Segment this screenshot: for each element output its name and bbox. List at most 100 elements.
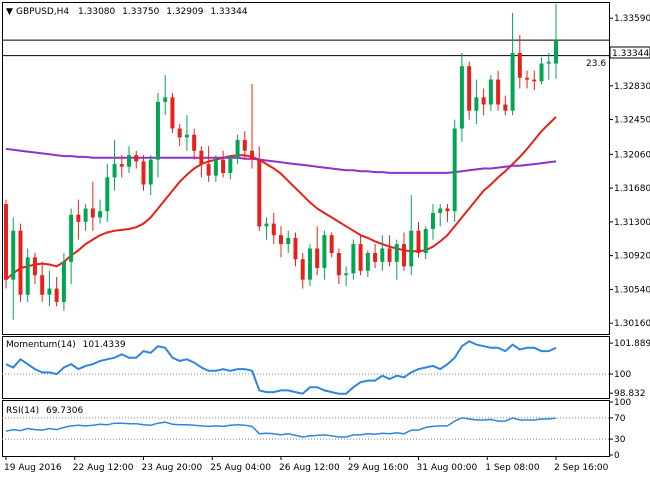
candle-body — [365, 252, 370, 271]
candle-body — [119, 164, 124, 167]
candle-body — [228, 157, 233, 173]
candle-body — [496, 79, 501, 105]
x-tick-label: 26 Aug 12:00 — [279, 463, 340, 473]
axis-layer: 1.335901.332101.328301.324501.320601.316… — [4, 14, 650, 473]
main-header-arrow-icon: ▼ — [6, 7, 13, 17]
momentum-header-name: Momentum(14) — [6, 340, 76, 350]
candle-body — [54, 288, 59, 302]
rsi-header: RSI(14) 69.7306 — [6, 406, 83, 416]
momentum-y-tick-label: 100 — [614, 370, 631, 380]
candle-body — [221, 159, 226, 173]
main-y-tick-label: 1.31680 — [614, 184, 650, 194]
candle-body — [98, 211, 103, 218]
candle-body — [242, 140, 247, 151]
candle-body — [336, 252, 341, 276]
candle-body — [416, 230, 421, 253]
candle-body — [271, 223, 276, 236]
x-tick-label: 2 Sep 16:00 — [554, 463, 609, 473]
candle-body — [177, 128, 182, 138]
candle-body — [4, 204, 8, 280]
x-tick-label: 1 Sep 08:00 — [485, 463, 540, 473]
main-panel-frame — [2, 2, 610, 335]
rsi-header-value: 69.7306 — [46, 406, 83, 416]
momentum-layer — [2, 340, 610, 395]
candle-body — [307, 248, 312, 280]
fib-level-label: 23.6 — [586, 59, 606, 69]
candle-body — [430, 212, 435, 229]
main-header-symbol: GBPUSD,H4 — [16, 7, 69, 17]
candle-body — [141, 161, 146, 185]
x-tick-label: 31 Aug 00:00 — [417, 463, 478, 473]
candle-body — [394, 244, 399, 262]
candle-body — [459, 66, 464, 129]
candle-body — [300, 259, 305, 280]
candle-body — [452, 128, 457, 212]
candle-body — [293, 237, 298, 260]
candle-body — [380, 248, 385, 262]
candle-body — [315, 248, 320, 269]
candle-body — [445, 208, 450, 212]
x-tick-label: 25 Aug 04:00 — [210, 463, 271, 473]
candle-body — [250, 150, 255, 160]
main-y-tick-label: 1.33590 — [614, 14, 650, 24]
candle-body — [488, 79, 493, 105]
main-y-tick-label: 1.31300 — [614, 218, 650, 228]
main-y-tick-label: 1.32450 — [614, 116, 650, 126]
candle-body — [83, 208, 88, 222]
momentum-panel-frame — [2, 336, 610, 399]
candle-body — [358, 244, 363, 271]
candle-body — [373, 252, 378, 262]
candle-body — [481, 97, 486, 105]
candle-body — [40, 275, 45, 295]
candle-body — [105, 177, 110, 212]
candle-body — [286, 237, 291, 245]
candle-body — [112, 164, 117, 178]
main-header-open: 1.33080 — [78, 7, 115, 17]
candle-body — [76, 214, 81, 222]
candle-body — [517, 52, 522, 78]
momentum-y-tick-label: 101.889 — [614, 339, 650, 349]
x-tick-label: 19 Aug 2016 — [4, 463, 62, 473]
candle-body — [438, 208, 443, 213]
candle-body — [127, 155, 132, 167]
rsi-header-name: RSI(14) — [6, 406, 39, 416]
candle-body — [163, 97, 168, 102]
candle-body — [322, 235, 327, 269]
candle-body — [213, 159, 218, 176]
candle-body — [539, 63, 544, 82]
candle-body — [184, 134, 189, 138]
candle-body — [32, 257, 37, 276]
current-price-tag — [609, 46, 650, 59]
rsi-layer — [2, 417, 610, 440]
moving-average-line-0 — [5, 116, 557, 281]
candle-body — [554, 40, 558, 64]
candle-body — [69, 214, 74, 262]
momentum-y-tick-label: 98.832 — [614, 389, 646, 399]
rsi-line — [5, 417, 557, 438]
candle-body — [387, 248, 392, 262]
main-price-layer — [2, 4, 610, 320]
main-header-close: 1.33344 — [210, 7, 247, 17]
x-tick-label: 23 Aug 20:00 — [142, 463, 203, 473]
main-header: GBPUSD,H4 1.33080 1.33750 1.32909 1.3334… — [16, 7, 248, 17]
candle-body — [402, 244, 407, 267]
candle-body — [25, 257, 30, 295]
candle-body — [192, 134, 197, 151]
candle-body — [235, 140, 240, 158]
candle-body — [351, 244, 356, 274]
main-y-tick-label: 1.30540 — [614, 285, 650, 295]
candle-body — [546, 61, 551, 64]
candle-body — [525, 77, 530, 80]
x-tick-label: 29 Aug 16:00 — [348, 463, 409, 473]
main-y-tick-label: 1.32830 — [614, 82, 650, 92]
candle-body — [170, 97, 175, 129]
momentum-header-value: 101.4339 — [83, 340, 126, 350]
main-header-low: 1.32909 — [166, 7, 203, 17]
candle-body — [206, 164, 211, 176]
candle-body — [155, 101, 160, 160]
momentum-line — [5, 340, 557, 395]
candle-body — [329, 235, 334, 253]
candle-body — [344, 273, 349, 276]
